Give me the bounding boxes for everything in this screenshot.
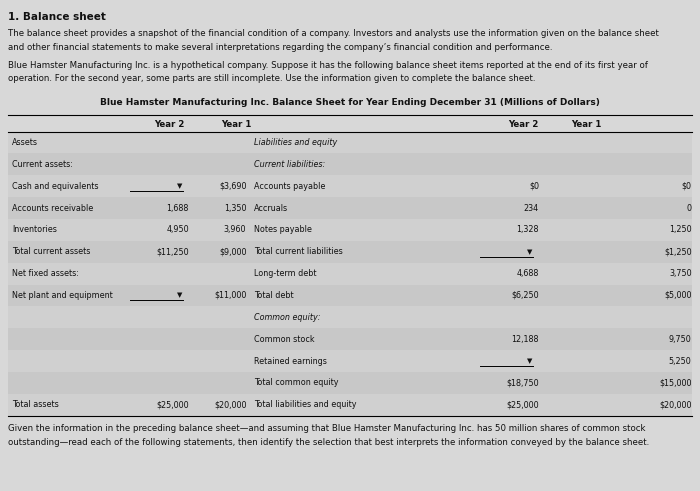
Text: $9,000: $9,000 [219,247,246,256]
Bar [8,285,692,306]
Text: 1,350: 1,350 [224,204,246,213]
Text: Inventories: Inventories [12,225,57,234]
Text: 0: 0 [687,204,692,213]
Bar [8,219,692,241]
Text: $11,000: $11,000 [214,291,246,300]
Text: Common stock: Common stock [254,335,315,344]
Text: $18,750: $18,750 [506,379,539,387]
Text: Liabilities and equity: Liabilities and equity [254,138,337,147]
Text: Year 1: Year 1 [571,120,602,129]
Text: Current liabilities:: Current liabilities: [254,160,326,169]
Text: Total debt: Total debt [254,291,294,300]
Text: $6,250: $6,250 [512,291,539,300]
Text: 5,250: 5,250 [669,356,692,365]
Text: 234: 234 [524,204,539,213]
Text: 9,750: 9,750 [669,335,692,344]
Bar [8,350,692,372]
Text: Year 2: Year 2 [154,120,185,129]
Text: Total liabilities and equity: Total liabilities and equity [254,400,356,409]
Bar [8,175,692,197]
Text: 3,960: 3,960 [224,225,246,234]
Text: $3,690: $3,690 [219,182,246,191]
Text: $25,000: $25,000 [156,400,189,409]
Text: $1,250: $1,250 [664,247,692,256]
Text: Net fixed assets:: Net fixed assets: [12,269,79,278]
Text: Long-term debt: Long-term debt [254,269,316,278]
Text: 1,688: 1,688 [167,204,189,213]
Text: Common equity:: Common equity: [254,313,321,322]
Bar [8,372,692,394]
Text: 12,188: 12,188 [512,335,539,344]
Text: Accounts payable: Accounts payable [254,182,326,191]
Text: Notes payable: Notes payable [254,225,312,234]
Bar [8,306,692,328]
Text: $25,000: $25,000 [506,400,539,409]
Text: $20,000: $20,000 [214,400,246,409]
Text: Total common equity: Total common equity [254,379,339,387]
Text: Assets: Assets [12,138,38,147]
Text: Total current liabilities: Total current liabilities [254,247,343,256]
Text: Given the information in the preceding balance sheet—and assuming that Blue Hams: Given the information in the preceding b… [8,424,650,447]
Text: Accruals: Accruals [254,204,288,213]
Text: ▼: ▼ [526,249,532,255]
Text: $15,000: $15,000 [659,379,692,387]
Text: Year 1: Year 1 [220,120,251,129]
Text: 4,950: 4,950 [167,225,189,234]
Text: $0: $0 [682,182,692,191]
Text: Year 2: Year 2 [508,120,539,129]
Text: 1. Balance sheet: 1. Balance sheet [8,12,106,22]
Bar [8,154,692,175]
Text: The balance sheet provides a snapshot of the financial condition of a company. I: The balance sheet provides a snapshot of… [8,29,659,52]
Bar [8,263,692,285]
Bar [8,328,692,350]
Text: Blue Hamster Manufacturing Inc. is a hypothetical company. Suppose it has the fo: Blue Hamster Manufacturing Inc. is a hyp… [8,61,648,83]
Text: ▼: ▼ [176,183,182,189]
Text: ▼: ▼ [176,293,182,299]
Text: Blue Hamster Manufacturing Inc. Balance Sheet for Year Ending December 31 (Milli: Blue Hamster Manufacturing Inc. Balance … [100,98,600,107]
Text: $20,000: $20,000 [659,400,692,409]
Text: Retained earnings: Retained earnings [254,356,327,365]
Bar [8,132,692,154]
Text: Total assets: Total assets [12,400,59,409]
Text: $0: $0 [529,182,539,191]
Text: $5,000: $5,000 [664,291,692,300]
Text: 1,328: 1,328 [517,225,539,234]
Bar [8,241,692,263]
Text: 4,688: 4,688 [517,269,539,278]
Text: Accounts receivable: Accounts receivable [12,204,93,213]
Bar [8,197,692,219]
Text: Total current assets: Total current assets [12,247,90,256]
Text: Current assets:: Current assets: [12,160,73,169]
Text: Cash and equivalents: Cash and equivalents [12,182,99,191]
Text: 3,750: 3,750 [669,269,692,278]
Text: 1,250: 1,250 [669,225,692,234]
Text: $11,250: $11,250 [156,247,189,256]
Text: ▼: ▼ [526,358,532,364]
Text: Net plant and equipment: Net plant and equipment [12,291,113,300]
Bar [8,394,692,415]
